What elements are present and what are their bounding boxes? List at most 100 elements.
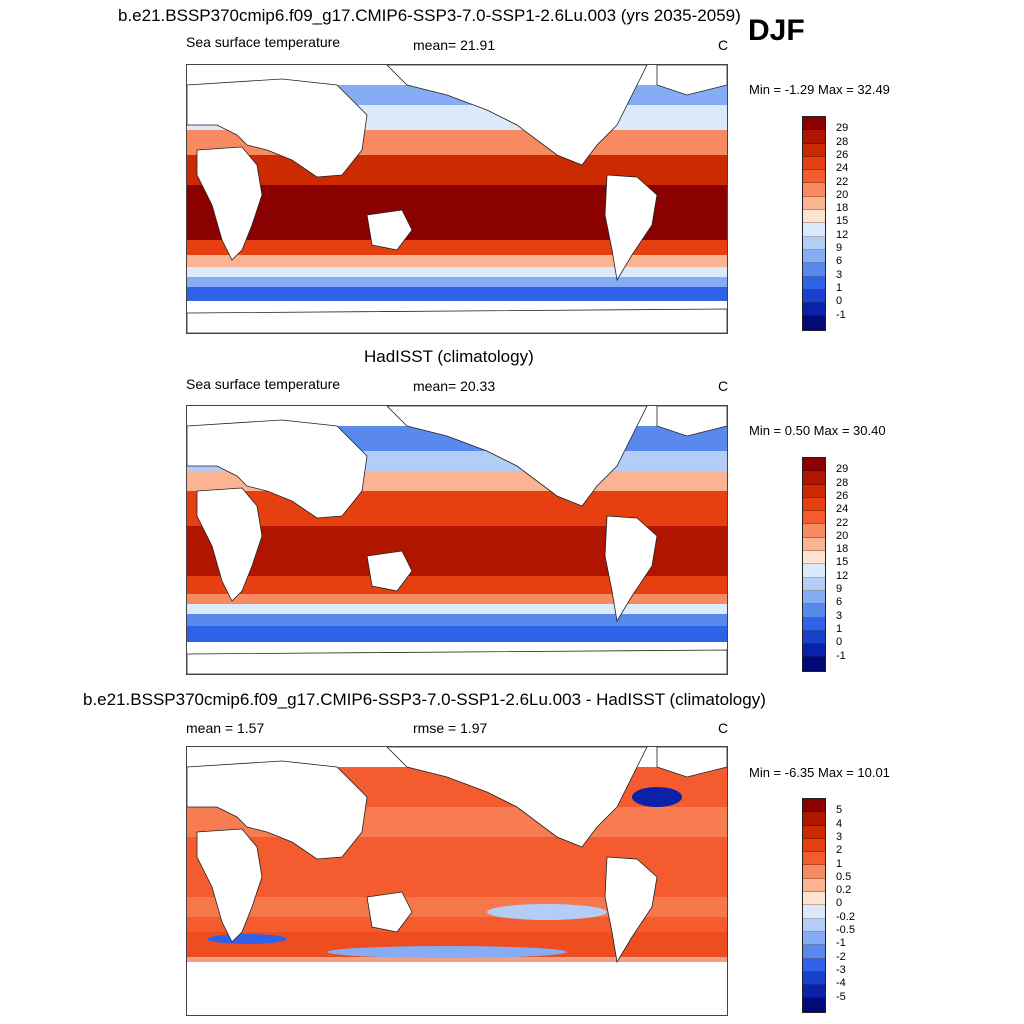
panel1-colorbar	[802, 116, 826, 331]
colorbar-cell	[803, 143, 825, 157]
colorbar-cell	[803, 210, 825, 224]
colorbar-cell	[803, 458, 825, 472]
colorbar-tick-label: 15	[836, 556, 849, 569]
colorbar-cell	[803, 958, 825, 972]
colorbar-tick-label: 1	[836, 857, 843, 870]
panel1-variable-label: Sea surface temperature	[186, 34, 341, 50]
colorbar-tick-label: -0.2	[836, 910, 855, 923]
colorbar-tick-label: 22	[836, 175, 849, 188]
panel1-map	[186, 64, 728, 334]
panel3-colorbar	[802, 798, 826, 1013]
colorbar-tick-label: 26	[836, 489, 849, 502]
colorbar-tick-label: 9	[836, 583, 843, 595]
colorbar-cell	[803, 998, 825, 1012]
colorbar-tick-label: 1	[836, 622, 843, 635]
colorbar-tick-label: 3	[836, 830, 843, 843]
panel2-units: C	[718, 378, 729, 394]
colorbar-tick-label: -0.5	[836, 924, 855, 936]
colorbar-tick-label: 24	[836, 503, 849, 516]
colorbar-tick-label: 5	[836, 804, 843, 817]
panel3-minmax: Min = -6.35 Max = 10.01	[749, 765, 890, 780]
colorbar-tick-label: 0	[836, 295, 843, 308]
colorbar-cell	[803, 865, 825, 879]
colorbar-cell	[803, 156, 825, 171]
colorbar-cell	[803, 878, 825, 893]
colorbar-cell	[803, 471, 825, 485]
colorbar-tick-label: -5	[836, 990, 846, 1003]
season-label: DJF	[748, 14, 805, 47]
colorbar-cell	[803, 825, 825, 839]
colorbar-cell	[803, 945, 825, 959]
colorbar-cell	[803, 551, 825, 565]
colorbar-cell	[803, 249, 825, 264]
colorbar-cell	[803, 303, 825, 317]
panel1-mean-label: mean= 21.91	[413, 37, 496, 53]
colorbar-cell	[803, 985, 825, 999]
colorbar-tick-label: 24	[836, 162, 849, 175]
panel2-variable-label: Sea surface temperature	[186, 376, 341, 392]
colorbar-cell	[803, 657, 825, 671]
colorbar-tick-label: 1	[836, 281, 843, 294]
colorbar-cell	[803, 289, 825, 304]
colorbar-cell	[803, 117, 825, 131]
colorbar-cell	[803, 931, 825, 946]
colorbar-cell	[803, 630, 825, 645]
colorbar-cell	[803, 316, 825, 330]
colorbar-cell	[803, 971, 825, 986]
colorbar-cell	[803, 799, 825, 813]
colorbar-tick-label: 20	[836, 188, 849, 201]
colorbar-cell	[803, 577, 825, 591]
colorbar-tick-label: 0	[836, 636, 843, 649]
colorbar-cell	[803, 263, 825, 277]
panel2-map	[186, 405, 728, 675]
colorbar-cell	[803, 223, 825, 237]
colorbar-cell	[803, 170, 825, 184]
colorbar-tick-label: 4	[836, 817, 843, 830]
colorbar-tick-label: 18	[836, 543, 849, 556]
colorbar-tick-label: -2	[836, 950, 846, 963]
colorbar-cell	[803, 905, 825, 919]
colorbar-tick-label: -1	[836, 937, 846, 950]
panel3-units: C	[718, 720, 729, 736]
colorbar-cell	[803, 130, 825, 144]
colorbar-tick-label: 28	[836, 135, 849, 148]
colorbar-tick-label: -4	[836, 977, 846, 990]
panel3-rmse-label: rmse = 1.97	[413, 720, 488, 736]
colorbar-tick-label: 9	[836, 242, 843, 254]
colorbar-cell	[803, 537, 825, 552]
colorbar-tick-label: 12	[836, 228, 849, 241]
colorbar-cell	[803, 918, 825, 932]
colorbar-tick-label: 0.2	[836, 884, 852, 897]
panel3-map	[186, 746, 728, 1016]
colorbar-cell	[803, 564, 825, 578]
colorbar-cell	[803, 617, 825, 631]
panel2-minmax: Min = 0.50 Max = 30.40	[749, 423, 886, 438]
colorbar-tick-label: 22	[836, 516, 849, 529]
panel2-mean-label: mean= 20.33	[413, 378, 496, 394]
colorbar-cell	[803, 196, 825, 211]
panel1-title: b.e21.BSSP370cmip6.f09_g17.CMIP6-SSP3-7.…	[118, 6, 741, 25]
colorbar-tick-label: 20	[836, 529, 849, 542]
colorbar-tick-label: 6	[836, 255, 843, 268]
colorbar-tick-label: 15	[836, 215, 849, 228]
colorbar-cell	[803, 812, 825, 826]
colorbar-cell	[803, 838, 825, 853]
colorbar-cell	[803, 236, 825, 250]
panel2-title: HadISST (climatology)	[364, 347, 534, 366]
colorbar-cell	[803, 524, 825, 538]
colorbar-tick-label: 29	[836, 463, 849, 476]
colorbar-tick-label: -1	[836, 649, 846, 662]
colorbar-tick-label: 26	[836, 148, 849, 161]
colorbar-cell	[803, 590, 825, 605]
panel2-colorbar	[802, 457, 826, 672]
colorbar-tick-label: -1	[836, 308, 846, 321]
panel3-mean-label: mean = 1.57	[186, 720, 265, 736]
colorbar-tick-label: 18	[836, 202, 849, 215]
colorbar-tick-label: 29	[836, 122, 849, 135]
panel3-title: b.e21.BSSP370cmip6.f09_g17.CMIP6-SSP3-7.…	[83, 690, 766, 709]
colorbar-tick-label: 3	[836, 268, 843, 281]
colorbar-cell	[803, 497, 825, 512]
colorbar-tick-label: -3	[836, 963, 846, 976]
colorbar-cell	[803, 276, 825, 290]
colorbar-tick-label: 28	[836, 476, 849, 489]
